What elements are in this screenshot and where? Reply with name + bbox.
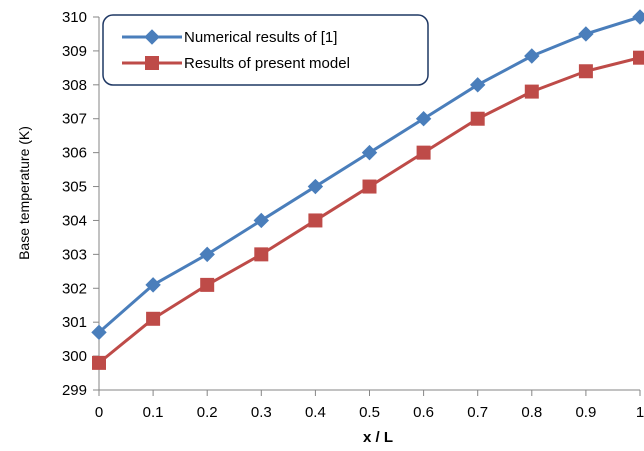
y-tick-label: 307 — [62, 111, 87, 128]
data-point — [307, 178, 324, 195]
data-point — [578, 26, 594, 42]
series-2 — [92, 50, 644, 370]
legend: Numerical results of [1] Results of prese… — [102, 14, 429, 86]
y-tick-label: 304 — [62, 212, 87, 229]
legend-entry: Numerical results of [1] — [122, 29, 337, 46]
x-tick-label: 1 — [636, 404, 644, 421]
x-tick-label: 0.8 — [521, 404, 542, 421]
data-point — [416, 145, 431, 160]
legend-marker — [144, 29, 160, 45]
y-tick-label: 308 — [62, 77, 87, 94]
data-point — [199, 246, 215, 263]
data-point — [253, 212, 270, 229]
data-point — [92, 355, 106, 370]
y-tick-label: 309 — [62, 43, 87, 60]
series-line — [98, 56, 641, 365]
data-point — [470, 111, 485, 126]
x-tick-label: 0.5 — [359, 404, 380, 421]
x-tick-label: 0.3 — [251, 404, 272, 421]
data-point — [200, 277, 215, 292]
x-tick-label: 0.9 — [575, 404, 596, 421]
tick-labels: 299 300 301 302 303 304 305 306 307 308 309 310 0 0.1… — [62, 9, 644, 421]
legend-marker — [145, 56, 159, 70]
data-point — [632, 9, 644, 25]
data-point — [578, 64, 593, 79]
y-tick-label: 306 — [62, 145, 87, 162]
y-tick-label: 310 — [62, 9, 87, 26]
data-point — [415, 111, 432, 127]
data-point — [91, 324, 107, 341]
series-1 — [91, 9, 644, 341]
x-tick-label: 0.6 — [413, 404, 434, 421]
legend-entry: Results of present model — [122, 55, 350, 72]
x-tick-label: 0 — [95, 404, 103, 421]
x-tick-label: 0.2 — [197, 404, 218, 421]
series-group — [91, 9, 644, 370]
x-tick-label: 0.1 — [143, 404, 164, 421]
legend-box — [102, 14, 429, 86]
data-point — [146, 311, 161, 326]
y-tick-label: 302 — [62, 280, 87, 297]
y-tick-label: 300 — [62, 348, 87, 365]
y-axis-title: Base temperature (K) — [16, 126, 32, 260]
x-axis-title: x / L — [363, 429, 393, 446]
data-point — [524, 48, 540, 64]
data-point — [254, 247, 269, 262]
data-point — [361, 144, 378, 161]
legend-label: Results of present model — [184, 55, 350, 72]
data-point — [308, 213, 323, 228]
y-tick-label: 305 — [62, 179, 87, 196]
legend-label: Numerical results of [1] — [184, 29, 337, 46]
y-tick-label: 301 — [62, 314, 87, 331]
x-tick-label: 0.4 — [305, 404, 326, 421]
x-tick-label: 0.7 — [467, 404, 488, 421]
data-point — [362, 179, 377, 194]
data-point — [633, 50, 644, 65]
data-point — [524, 84, 539, 99]
data-point — [145, 277, 161, 293]
y-tick-label: 299 — [62, 382, 87, 399]
data-point — [469, 77, 486, 93]
y-tick-label: 303 — [62, 246, 87, 263]
